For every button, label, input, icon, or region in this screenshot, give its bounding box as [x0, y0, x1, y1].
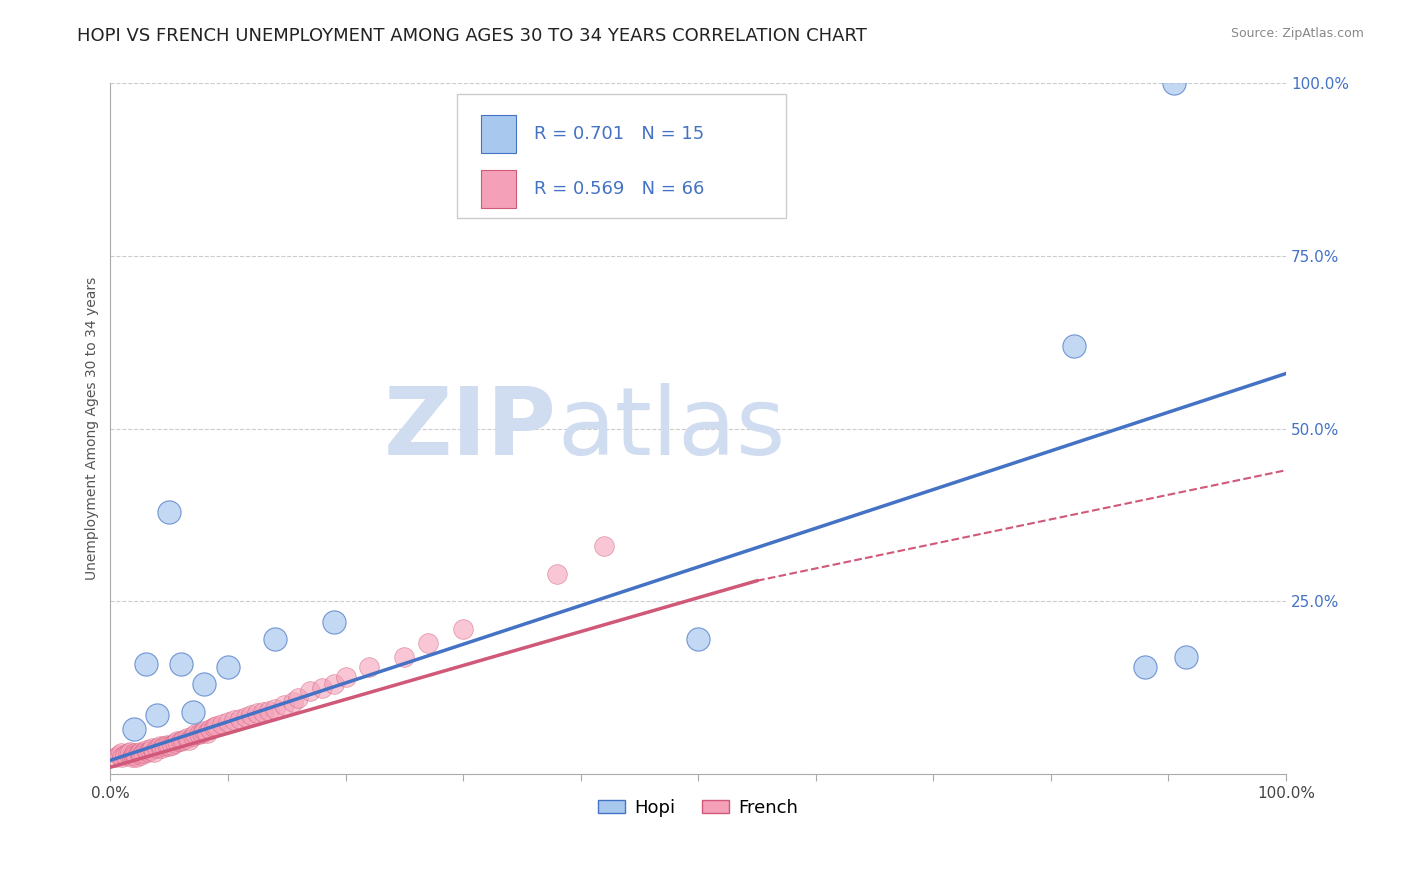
- Point: [281, 695, 304, 709]
- Point: [146, 708, 169, 723]
- Point: [287, 691, 309, 706]
- Point: [129, 747, 152, 762]
- Point: [135, 657, 157, 671]
- FancyBboxPatch shape: [457, 94, 786, 219]
- Point: [141, 740, 163, 755]
- Point: [132, 747, 155, 761]
- Point: [156, 738, 179, 752]
- Point: [125, 749, 148, 764]
- Point: [157, 505, 180, 519]
- Point: [202, 720, 225, 734]
- Point: [191, 725, 214, 739]
- Text: Source: ZipAtlas.com: Source: ZipAtlas.com: [1230, 27, 1364, 40]
- Point: [311, 681, 333, 695]
- Point: [240, 708, 263, 723]
- Point: [146, 740, 169, 755]
- Point: [273, 698, 295, 712]
- Point: [451, 622, 474, 636]
- Point: [114, 747, 136, 762]
- Point: [264, 632, 287, 647]
- Point: [205, 719, 228, 733]
- Point: [394, 649, 416, 664]
- Point: [128, 747, 150, 761]
- Point: [122, 747, 145, 761]
- Point: [142, 745, 165, 759]
- Point: [1175, 649, 1198, 664]
- Point: [357, 660, 380, 674]
- Point: [176, 731, 198, 746]
- Point: [222, 713, 245, 727]
- Point: [111, 749, 134, 764]
- Point: [235, 710, 257, 724]
- Point: [121, 749, 143, 764]
- Point: [193, 724, 215, 739]
- Text: R = 0.569   N = 66: R = 0.569 N = 66: [534, 180, 704, 198]
- Point: [1133, 660, 1156, 674]
- FancyBboxPatch shape: [481, 169, 516, 208]
- Point: [135, 743, 157, 757]
- Point: [322, 677, 344, 691]
- Point: [200, 723, 222, 737]
- Text: atlas: atlas: [557, 383, 786, 475]
- Point: [105, 749, 128, 764]
- Text: R = 0.701   N = 15: R = 0.701 N = 15: [534, 125, 704, 143]
- Point: [165, 736, 187, 750]
- Point: [257, 704, 280, 718]
- Point: [136, 745, 159, 759]
- Legend: Hopi, French: Hopi, French: [591, 791, 806, 824]
- Point: [120, 745, 142, 759]
- Point: [193, 677, 215, 691]
- Point: [139, 743, 162, 757]
- Point: [170, 734, 193, 748]
- FancyBboxPatch shape: [481, 114, 516, 153]
- Point: [150, 740, 173, 755]
- Point: [153, 739, 176, 754]
- Point: [299, 684, 322, 698]
- Point: [252, 705, 274, 719]
- Point: [166, 734, 188, 748]
- Point: [128, 745, 150, 759]
- Point: [122, 723, 145, 737]
- Point: [1063, 339, 1085, 353]
- Point: [688, 632, 710, 647]
- Point: [217, 715, 239, 730]
- Point: [179, 732, 201, 747]
- Point: [110, 747, 132, 761]
- Point: [107, 747, 129, 762]
- Point: [157, 739, 180, 754]
- Text: HOPI VS FRENCH UNEMPLOYMENT AMONG AGES 30 TO 34 YEARS CORRELATION CHART: HOPI VS FRENCH UNEMPLOYMENT AMONG AGES 3…: [77, 27, 868, 45]
- Point: [1163, 77, 1185, 91]
- Point: [546, 566, 568, 581]
- Y-axis label: Unemployment Among Ages 30 to 34 years: Unemployment Among Ages 30 to 34 years: [86, 277, 100, 581]
- Point: [170, 657, 193, 671]
- Text: ZIP: ZIP: [384, 383, 557, 475]
- Point: [211, 717, 233, 731]
- Point: [117, 747, 139, 761]
- Point: [228, 712, 250, 726]
- Point: [335, 670, 357, 684]
- Point: [124, 747, 146, 762]
- Point: [322, 615, 344, 630]
- Point: [181, 729, 204, 743]
- Point: [172, 732, 194, 747]
- Point: [187, 727, 209, 741]
- Point: [416, 636, 439, 650]
- Point: [217, 660, 239, 674]
- Point: [264, 701, 287, 715]
- Point: [181, 705, 204, 719]
- Point: [593, 539, 616, 553]
- Point: [149, 739, 172, 754]
- Point: [195, 725, 218, 739]
- Point: [184, 727, 207, 741]
- Point: [246, 706, 269, 721]
- Point: [160, 738, 183, 752]
- Point: [121, 747, 143, 762]
